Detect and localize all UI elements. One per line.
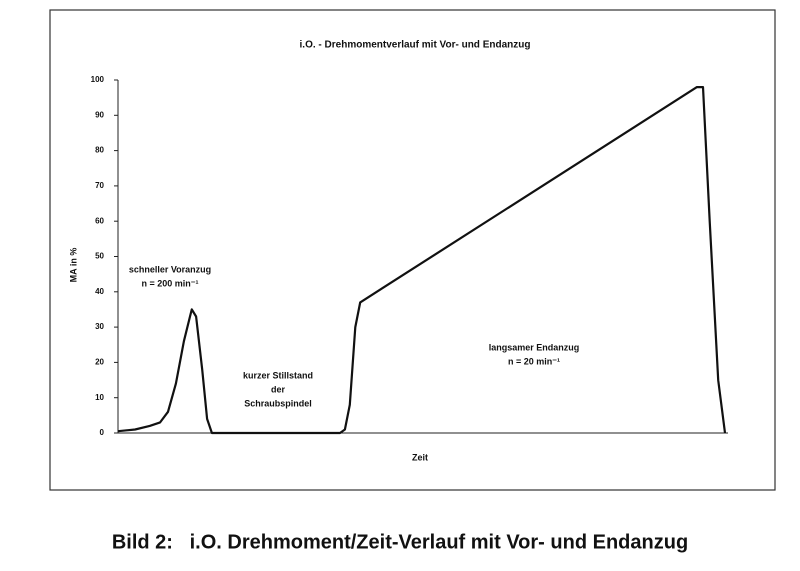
y-tick-label: 80 xyxy=(95,146,104,155)
annotation: der xyxy=(271,384,286,394)
data-line xyxy=(117,86,727,435)
chart-frame xyxy=(49,9,776,491)
annotation: n = 200 min⁻¹ xyxy=(141,278,198,288)
y-tick-label: 30 xyxy=(95,322,104,331)
annotation: kurzer Stillstand xyxy=(243,370,313,380)
y-tick-label: 70 xyxy=(95,181,104,190)
y-tick-label: 50 xyxy=(95,252,104,261)
y-tick-label: 90 xyxy=(95,110,104,119)
chart-title: i.O. - Drehmomentverlauf mit Vor- und En… xyxy=(300,40,531,51)
y-tick-label: 100 xyxy=(91,75,105,84)
annotation: n = 20 min⁻¹ xyxy=(508,356,560,366)
y-tick-label: 0 xyxy=(100,428,105,437)
annotation: Schraubspindel xyxy=(244,398,312,408)
x-axis-label: Zeit xyxy=(412,452,428,462)
y-tick-label: 60 xyxy=(95,216,104,225)
annotation: schneller Voranzug xyxy=(129,264,211,274)
caption: Bild 2: i.O. Drehmoment/Zeit-Verlauf mit… xyxy=(112,531,688,553)
y-tick-label: 10 xyxy=(95,393,104,402)
y-axis-label: MA in % xyxy=(68,248,78,283)
y-tick-label: 20 xyxy=(95,358,104,367)
y-tick-label: 40 xyxy=(95,287,104,296)
annotation: langsamer Endanzug xyxy=(489,342,580,352)
